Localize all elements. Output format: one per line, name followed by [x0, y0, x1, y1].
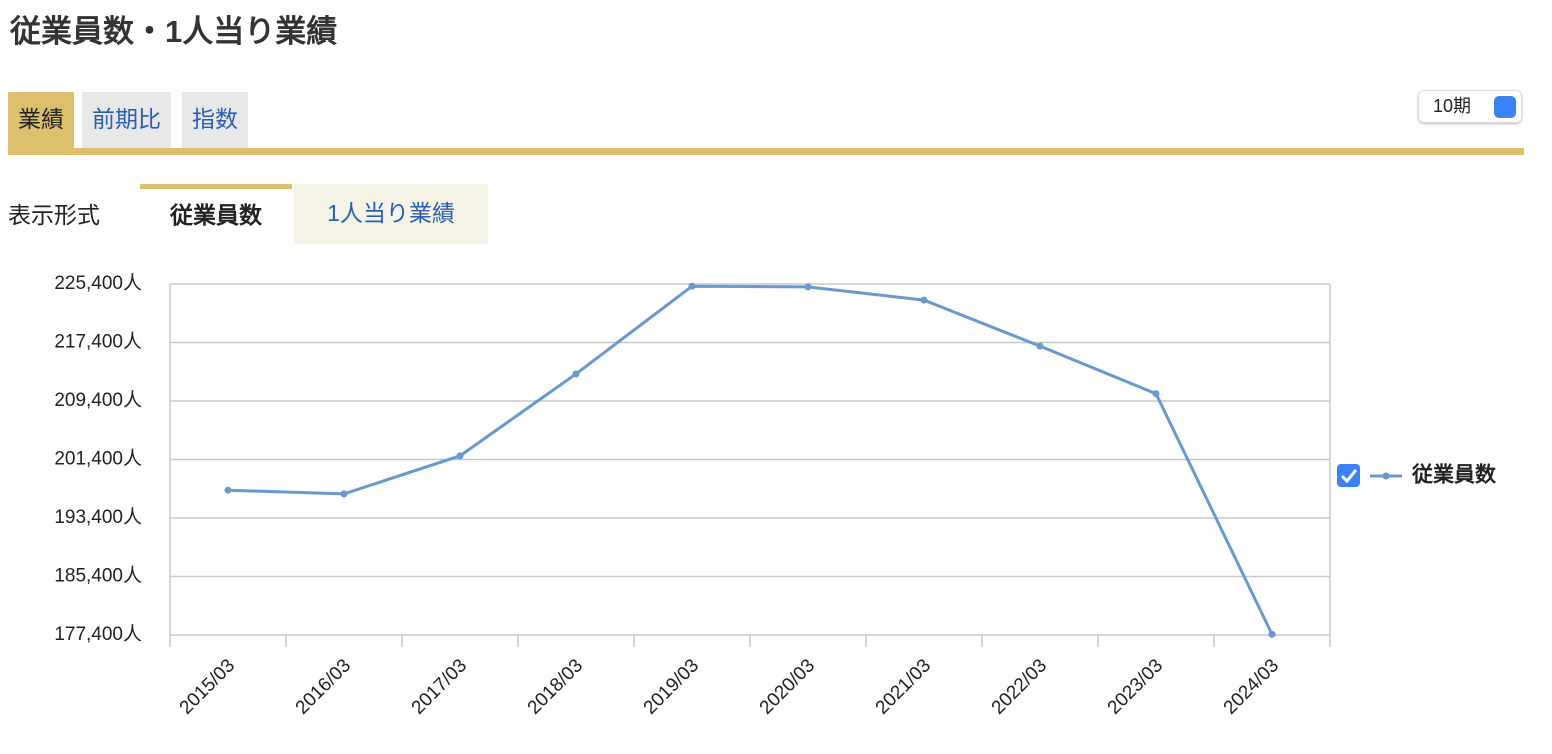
x-tick-label: 2022/03 — [988, 655, 1051, 718]
x-tick-label: 2019/03 — [640, 655, 703, 718]
point — [804, 283, 812, 291]
point — [920, 296, 928, 304]
x-tick-label: 2018/03 — [524, 655, 587, 718]
check-mark — [1340, 469, 1358, 484]
y-tick-label: 201,400人 — [54, 448, 142, 470]
select-text: 10期 — [1433, 96, 1472, 116]
point — [456, 452, 464, 460]
point — [572, 370, 580, 378]
legend-marker — [1382, 472, 1390, 480]
x-tick-label: 2015/03 — [176, 655, 239, 718]
tab[interactable]: 業績 — [8, 92, 74, 148]
point — [340, 490, 348, 498]
x-tick-label: 2021/03 — [872, 655, 935, 718]
display-tab[interactable]: 1人当り業績 — [294, 184, 488, 244]
period-select[interactable]: 10期 — [1418, 90, 1522, 123]
x-tick-label: 2016/03 — [292, 655, 355, 718]
tab[interactable]: 前期比 — [82, 92, 171, 148]
point — [224, 486, 232, 494]
x-tick-label: 2017/03 — [408, 655, 471, 718]
point — [1152, 390, 1160, 398]
legend-checkbox[interactable] — [1337, 464, 1360, 487]
display-label: 表示形式 — [8, 202, 100, 228]
series-line — [227, 284, 1274, 635]
y-tick-label: 217,400人 — [54, 331, 142, 353]
y-tick-label: 177,400人 — [54, 623, 142, 645]
legend-label: 従業員数 — [1411, 463, 1497, 487]
point — [1268, 630, 1276, 638]
select-arrow — [1494, 96, 1516, 118]
y-tick-label: 209,400人 — [54, 389, 142, 411]
point — [688, 282, 696, 290]
y-tick-label: 193,400人 — [54, 506, 142, 528]
x-tick-label: 2024/03 — [1220, 655, 1283, 718]
display-tab[interactable]: 従業員数 — [140, 184, 292, 244]
y-tick-label: 185,400人 — [54, 565, 142, 587]
tab-underline — [8, 148, 1524, 155]
x-tick-label: 2020/03 — [756, 655, 819, 718]
x-tick-label: 2023/03 — [1104, 655, 1167, 718]
y-tick-label: 225,400人 — [54, 272, 142, 294]
page-title: 従業員数・1人当り業績 — [10, 14, 338, 49]
tab[interactable]: 指数 — [182, 92, 248, 148]
point — [1036, 342, 1044, 350]
